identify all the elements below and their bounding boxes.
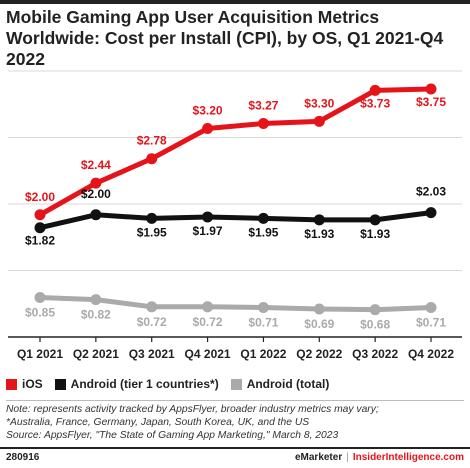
data-point-android-tier1 [313,214,325,226]
data-point-ios [90,177,102,189]
x-tick-label: Q3 2021 [129,347,175,361]
data-label-android-total: $0.71 [248,316,278,330]
data-label-android-total: $0.68 [360,318,390,332]
data-point-ios [34,209,46,221]
source-line: Source: AppsFlyer, "The State of Gaming … [6,430,339,441]
data-label-android-tier1: $1.95 [137,225,167,239]
brand-emarketer: eMarketer [294,452,343,463]
legend-swatch-ios [6,378,17,390]
top-rule [0,0,470,4]
data-point-android-total [257,302,269,314]
legend-swatch-android-tier1 [54,378,66,390]
data-point-android-tier1 [257,212,269,224]
data-label-android-total: $0.82 [81,308,111,322]
data-label-android-tier1: $2.03 [416,185,446,199]
data-label-ios: $3.30 [304,96,334,110]
data-point-android-tier1 [90,209,102,221]
brand-separator: | [346,452,349,463]
data-label-ios: $2.44 [81,158,111,172]
data-point-ios [313,115,325,127]
data-point-android-tier1 [146,212,158,224]
data-point-ios [425,83,437,95]
x-tick-label: Q2 2021 [73,347,119,361]
chart-title: Mobile Gaming App User Acquisition Metri… [6,7,444,69]
data-label-android-total: $0.72 [193,315,223,329]
data-point-android-total [425,302,437,314]
data-label-ios: $2.78 [137,134,167,148]
note-line: *Australia, France, Germany, Japan, Sout… [6,417,310,428]
data-point-android-tier1 [369,214,381,226]
data-label-ios: $3.27 [248,98,278,112]
x-tick-label: Q4 2022 [408,347,454,361]
data-label-android-tier1: $1.93 [304,227,334,241]
data-point-android-total [369,304,381,316]
data-label-ios: $3.73 [360,96,390,110]
data-label-ios: $3.20 [193,104,223,118]
chart-id: 280916 [6,452,40,463]
data-point-ios [146,153,158,165]
legend-label-ios: iOS [22,377,43,391]
note-line: Note: represents activity tracked by App… [6,404,379,415]
data-point-android-total [146,301,158,313]
line-chart: Q1 2021 Q2 2021 Q3 2021 Q4 2021 Q1 2022 Q2 20… [8,70,462,361]
data-label-android-total: $0.69 [304,317,334,331]
data-label-ios: $3.75 [416,95,446,109]
data-point-android-total [313,303,325,315]
x-tick-label: Q4 2021 [185,347,231,361]
data-point-ios [202,123,214,135]
data-point-ios [257,117,269,129]
data-point-ios [369,84,381,96]
data-label-ios: $2.00 [25,190,55,204]
x-tick-label: Q3 2022 [352,347,398,361]
data-label-android-tier1: $2.00 [81,187,111,201]
x-tick-label: Q1 2021 [17,347,63,361]
footer-brand: eMarketer | InsiderIntelligence.com [295,452,464,463]
note-divider [6,400,464,401]
legend-item-android-total: Android (total) [230,377,330,391]
series-line-android-tier1 [37,210,434,231]
data-point-android-total [34,291,46,303]
data-label-android-total: $0.85 [25,305,55,319]
data-label-android-total: $0.72 [137,315,167,329]
data-label-android-tier1: $1.97 [193,224,223,238]
data-label-android-tier1: $1.93 [360,227,390,241]
legend-item-ios: iOS [6,377,43,391]
data-point-android-total [90,294,102,306]
x-tick-label: Q2 2022 [296,347,342,361]
series-line-android-total [37,294,434,313]
legend-label-android-total: Android (total) [246,377,330,391]
data-point-android-tier1 [34,222,46,234]
x-tick-label: Q1 2022 [240,347,286,361]
brand-insider-intelligence: InsiderIntelligence.com [352,452,464,463]
chart-notes: Note: represents activity tracked by App… [6,403,466,442]
data-point-android-tier1 [202,211,214,223]
legend-label-android-tier1: Android (tier 1 countries*) [70,377,219,391]
data-label-android-total: $0.71 [416,316,446,330]
legend-item-android-tier1: Android (tier 1 countries*) [54,377,219,391]
legend-swatch-android-total [230,378,242,390]
series-line-ios [37,86,434,218]
data-point-android-total [202,301,214,313]
data-label-android-tier1: $1.95 [248,225,278,239]
footer-divider [0,447,470,449]
data-label-android-tier1: $1.82 [25,234,55,248]
legend: iOS Android (tier 1 countries*) Android … [6,377,341,391]
data-point-android-tier1 [425,207,437,219]
